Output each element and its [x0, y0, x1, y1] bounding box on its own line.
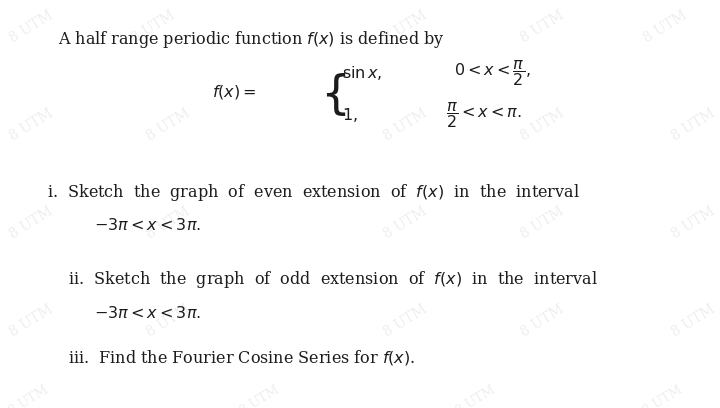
Text: 8 UTM: 8 UTM	[518, 106, 567, 144]
Text: 8 UTM: 8 UTM	[641, 384, 685, 408]
Text: 8 UTM: 8 UTM	[382, 302, 430, 339]
Text: A half range periodic function $f(x)$ is defined by: A half range periodic function $f(x)$ is…	[58, 29, 444, 49]
Text: 8 UTM: 8 UTM	[518, 302, 567, 339]
Text: 8 UTM: 8 UTM	[7, 106, 55, 144]
Text: $f(x) =$: $f(x) =$	[212, 83, 257, 101]
Text: 8 UTM: 8 UTM	[670, 302, 718, 339]
Text: 8 UTM: 8 UTM	[454, 384, 498, 408]
Text: $1,$: $1,$	[342, 106, 358, 124]
Text: 8 UTM: 8 UTM	[670, 204, 718, 242]
Text: 8 UTM: 8 UTM	[382, 204, 430, 242]
Text: $-3\pi < x < 3\pi.$: $-3\pi < x < 3\pi.$	[94, 217, 201, 235]
Text: $\{$: $\{$	[320, 71, 346, 118]
Text: 8 UTM: 8 UTM	[382, 106, 430, 144]
Text: 8 UTM: 8 UTM	[144, 106, 192, 144]
Text: 8 UTM: 8 UTM	[144, 302, 192, 339]
Text: 8 UTM: 8 UTM	[518, 204, 567, 242]
Text: $\sin x,$: $\sin x,$	[342, 64, 382, 82]
Text: $-3\pi < x < 3\pi.$: $-3\pi < x < 3\pi.$	[94, 305, 201, 322]
Text: 8 UTM: 8 UTM	[518, 8, 567, 46]
Text: 8 UTM: 8 UTM	[7, 302, 55, 339]
Text: i.  Sketch  the  graph  of  even  extension  of  $f(x)$  in  the  interval: i. Sketch the graph of even extension of…	[47, 182, 580, 202]
Text: $0 < x < \dfrac{\pi}{2},$: $0 < x < \dfrac{\pi}{2},$	[454, 58, 530, 89]
Text: ii.  Sketch  the  graph  of  odd  extension  of  $f(x)$  in  the  interval: ii. Sketch the graph of odd extension of…	[68, 269, 598, 290]
Text: 8 UTM: 8 UTM	[238, 384, 282, 408]
Text: 8 UTM: 8 UTM	[7, 204, 55, 242]
Text: 8 UTM: 8 UTM	[144, 204, 192, 242]
Text: 8 UTM: 8 UTM	[670, 106, 718, 144]
Text: 8 UTM: 8 UTM	[641, 8, 689, 46]
Text: $\dfrac{\pi}{2} < x < \pi.$: $\dfrac{\pi}{2} < x < \pi.$	[446, 100, 522, 130]
Text: 8 UTM: 8 UTM	[7, 8, 55, 46]
Text: 8 UTM: 8 UTM	[130, 8, 178, 46]
Text: 8 UTM: 8 UTM	[7, 384, 51, 408]
Text: iii.  Find the Fourier Cosine Series for $f(x)$.: iii. Find the Fourier Cosine Series for …	[68, 348, 415, 367]
Text: 8 UTM: 8 UTM	[382, 8, 430, 46]
